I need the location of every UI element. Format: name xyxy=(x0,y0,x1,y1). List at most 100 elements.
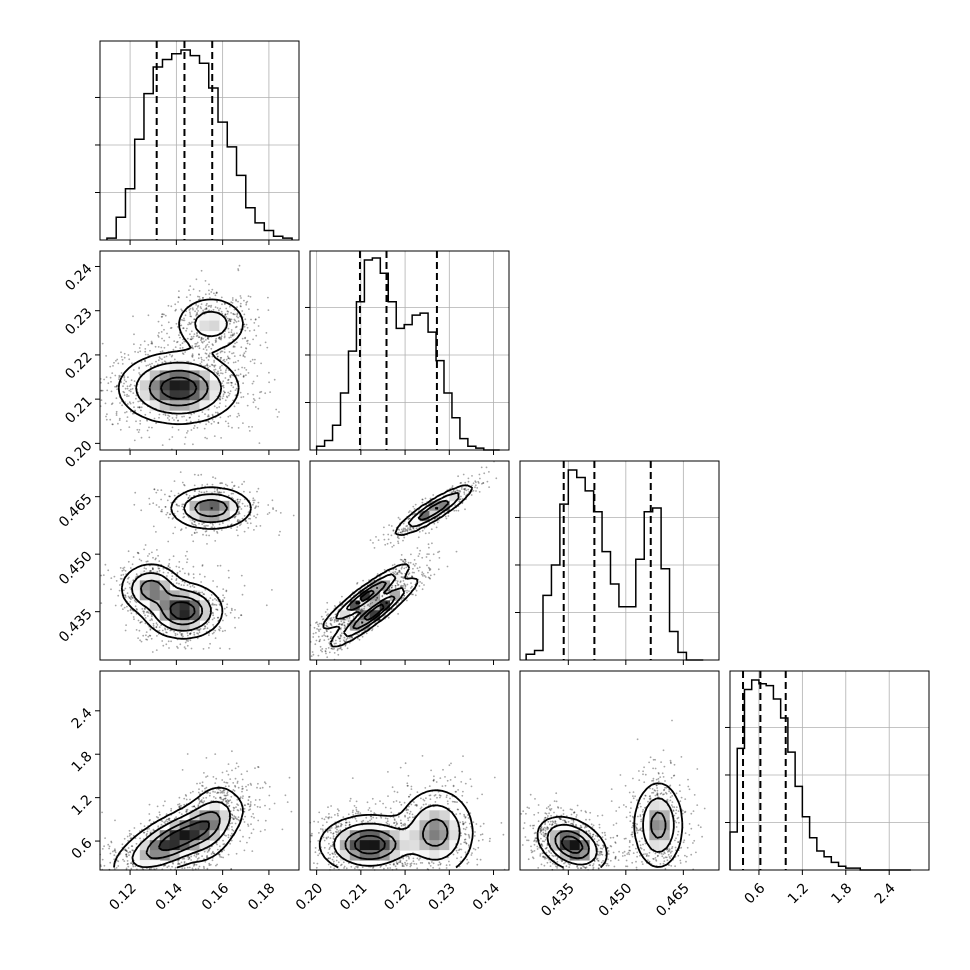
scatter-point-3-0 xyxy=(239,840,242,843)
scatter-point-3-0 xyxy=(248,796,250,798)
scatter-point-1-0 xyxy=(238,414,241,417)
scatter-point-3-1 xyxy=(335,864,338,866)
scatter-point-2-0 xyxy=(177,492,180,495)
scatter-point-1-0 xyxy=(131,362,133,365)
scatter-point-3-0 xyxy=(250,832,253,835)
scatter-point-1-0 xyxy=(151,341,153,344)
scatter-point-1-0 xyxy=(244,337,246,340)
scatter-point-2-1 xyxy=(455,550,458,553)
scatter-point-3-0 xyxy=(185,795,188,797)
scatter-point-3-0 xyxy=(220,791,223,793)
scatter-point-2-0 xyxy=(143,567,146,569)
scatter-point-1-0 xyxy=(233,345,236,348)
scatter-point-2-0 xyxy=(130,598,132,600)
scatter-point-3-0 xyxy=(125,849,127,852)
scatter-point-2-1 xyxy=(396,572,399,574)
scatter-point-3-2 xyxy=(655,784,658,787)
scatter-point-1-0 xyxy=(174,346,177,348)
scatter-point-3-2 xyxy=(605,864,608,867)
scatter-point-3-0 xyxy=(221,771,224,774)
scatter-point-2-1 xyxy=(397,535,399,538)
scatter-point-1-0 xyxy=(101,389,104,392)
scatter-point-3-1 xyxy=(454,790,457,793)
scatter-point-3-1 xyxy=(352,814,355,816)
scatter-point-3-2 xyxy=(526,839,528,842)
scatter-point-3-1 xyxy=(462,823,465,826)
scatter-point-1-0 xyxy=(275,408,278,411)
contour-1-0-0 xyxy=(117,298,244,426)
scatter-point-2-1 xyxy=(375,536,377,538)
scatter-point-3-1 xyxy=(393,863,395,866)
scatter-point-2-1 xyxy=(397,571,400,573)
scatter-point-2-0 xyxy=(167,540,170,543)
scatter-point-1-0 xyxy=(176,326,179,328)
scatter-point-2-1 xyxy=(437,551,439,554)
scatter-point-3-2 xyxy=(623,837,626,840)
scatter-point-1-0 xyxy=(200,341,203,343)
scatter-point-1-0 xyxy=(241,337,244,340)
scatter-point-3-2 xyxy=(631,826,633,829)
scatter-point-1-0 xyxy=(127,395,130,397)
scatter-point-1-0 xyxy=(173,419,175,421)
scatter-point-3-0 xyxy=(170,807,173,810)
scatter-point-1-0 xyxy=(254,406,257,408)
scatter-point-3-2 xyxy=(592,864,594,867)
scatter-point-2-1 xyxy=(326,601,329,604)
scatter-point-3-2 xyxy=(572,821,575,823)
scatter-point-2-1 xyxy=(314,643,317,646)
scatter-point-2-1 xyxy=(344,644,347,647)
scatter-point-3-0 xyxy=(232,817,234,819)
scatter-point-3-2 xyxy=(540,828,543,831)
scatter-point-3-2 xyxy=(535,839,538,842)
scatter-point-3-0 xyxy=(219,797,221,799)
scatter-point-3-0 xyxy=(114,851,117,854)
scatter-point-3-1 xyxy=(408,795,410,798)
scatter-point-3-0 xyxy=(228,800,230,802)
scatter-point-3-1 xyxy=(393,819,396,821)
scatter-point-3-1 xyxy=(327,806,329,809)
scatter-point-1-0 xyxy=(206,337,209,340)
scatter-point-2-1 xyxy=(400,599,403,601)
scatter-point-1-0 xyxy=(127,376,129,379)
contour-3-2-2 xyxy=(554,811,667,860)
scatter-point-3-1 xyxy=(337,809,340,812)
scatter-point-1-0 xyxy=(228,331,230,334)
scatter-point-1-0 xyxy=(206,364,209,367)
scatter-point-3-0 xyxy=(227,763,230,765)
scatter-point-2-0 xyxy=(237,486,240,488)
scatter-point-3-2 xyxy=(582,865,584,868)
heat-cell-2-0 xyxy=(149,570,161,581)
heat-cell-3-1 xyxy=(369,820,381,831)
scatter-point-2-0 xyxy=(228,576,230,579)
scatter-point-2-0 xyxy=(234,515,237,518)
scatter-point-3-2 xyxy=(539,855,542,857)
scatter-point-3-1 xyxy=(419,857,421,860)
joint-panel-3-2 xyxy=(519,670,720,875)
scatter-point-1-0 xyxy=(252,398,255,400)
scatter-point-2-0 xyxy=(167,565,170,568)
scatter-point-3-2 xyxy=(699,826,702,829)
scatter-point-2-0 xyxy=(186,558,189,560)
xtick-label-1-4: 0.24 xyxy=(470,880,503,913)
scatter-point-1-0 xyxy=(224,313,227,316)
scatter-point-2-0 xyxy=(239,524,241,527)
scatter-point-1-0 xyxy=(255,334,258,337)
scatter-point-2-0 xyxy=(168,558,171,561)
scatter-point-2-1 xyxy=(391,546,394,548)
scatter-point-2-0 xyxy=(119,577,122,580)
scatter-point-3-0 xyxy=(237,765,240,768)
scatter-point-2-0 xyxy=(212,524,214,526)
scatter-point-1-0 xyxy=(184,436,187,439)
scatter-point-2-0 xyxy=(207,524,209,527)
scatter-point-1-0 xyxy=(191,345,194,347)
scatter-point-2-0 xyxy=(134,605,137,608)
scatter-point-3-0 xyxy=(286,801,289,803)
scatter-point-3-1 xyxy=(479,833,482,836)
joint-panel-2-1 xyxy=(309,460,510,665)
scatter-point-3-2 xyxy=(576,865,578,868)
scatter-point-1-0 xyxy=(118,374,121,377)
scatter-point-2-0 xyxy=(169,495,171,498)
scatter-point-3-2 xyxy=(555,823,558,825)
scatter-point-2-1 xyxy=(372,542,374,544)
scatter-point-1-0 xyxy=(230,373,233,376)
